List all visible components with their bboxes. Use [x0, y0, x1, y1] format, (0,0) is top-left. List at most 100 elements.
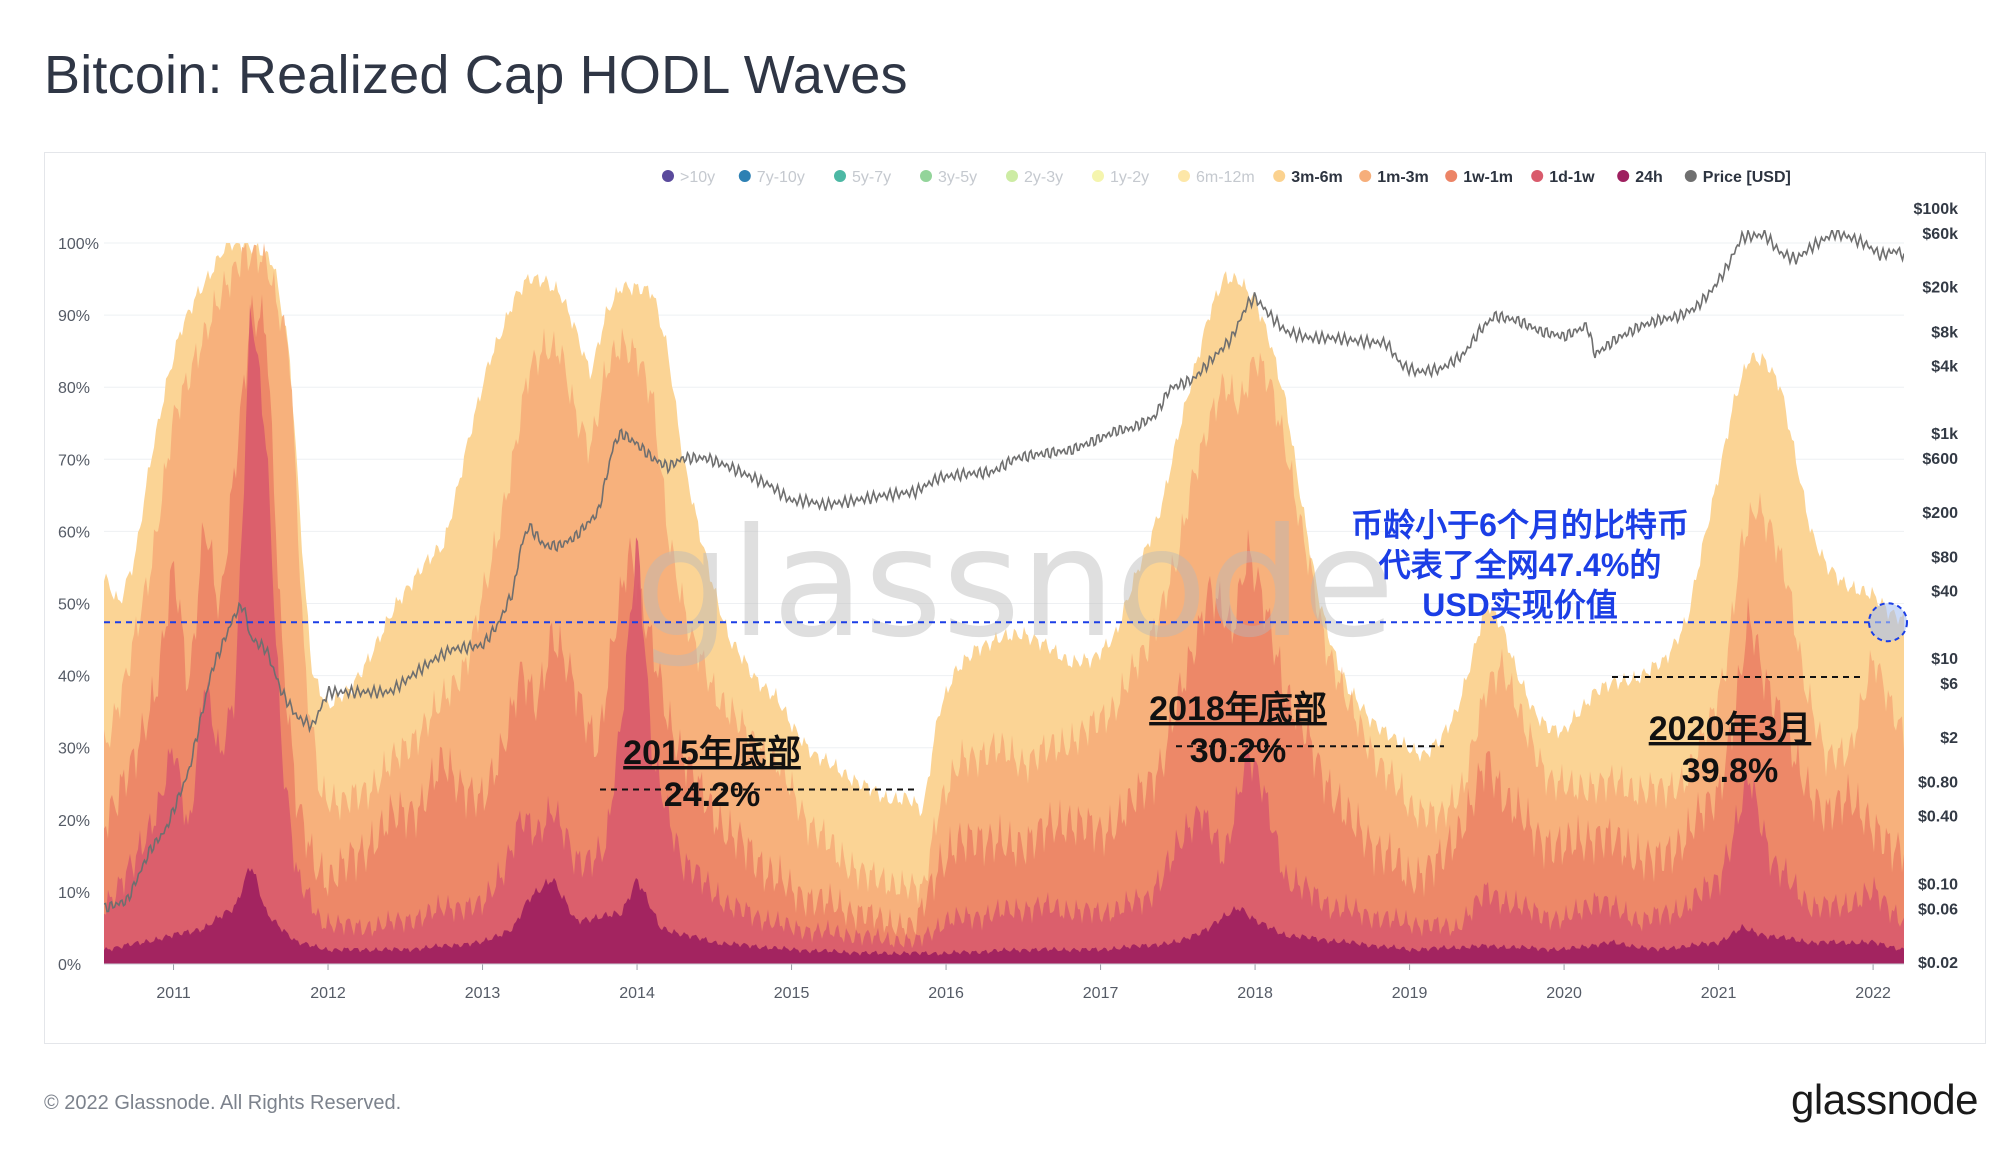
y-left-tick-label: 90% — [58, 308, 90, 325]
legend-item-1m-3m[interactable]: 1m-3m — [1359, 169, 1429, 186]
x-tick-label: 2014 — [619, 985, 655, 1002]
x-tick-label: 2022 — [1855, 985, 1891, 1002]
legend-item-6m-12m[interactable]: 6m-12m — [1178, 169, 1255, 186]
legend-swatch — [920, 170, 932, 182]
y-left-tick-label: 80% — [58, 380, 90, 397]
legend-item-2y-3y[interactable]: 2y-3y — [1006, 169, 1063, 186]
legend-item-1w-1m[interactable]: 1w-1m — [1445, 169, 1513, 186]
y-right-tick-label: $2 — [1940, 730, 1958, 747]
annotations: 2015年底部 24.2% 2018年底部 30.2% 2020年3月 39.8% 币龄小于… — [104, 507, 1908, 814]
legend-label: 1m-3m — [1377, 169, 1429, 186]
legend-item-7y-10y[interactable]: 7y-10y — [738, 169, 805, 186]
legend-swatch — [1531, 170, 1544, 182]
y-right-tick-label: $0.40 — [1918, 809, 1958, 826]
legend-label: 24h — [1635, 169, 1663, 186]
y-right-tick-label: $60k — [1922, 226, 1958, 243]
x-tick-label: 2013 — [465, 985, 501, 1002]
legend-label: 1d-1w — [1549, 169, 1595, 186]
y-right-tick-label: $80 — [1931, 550, 1958, 567]
area-24h — [104, 867, 1904, 964]
legend-item-price-usd-[interactable]: Price [USD] — [1684, 169, 1791, 186]
area-1w-1m — [104, 294, 1904, 964]
y-right-tick-label: $20k — [1922, 280, 1958, 297]
y-left-tick-label: 100% — [58, 236, 99, 253]
annotation-current-line-1: 币龄小于6个月的比特币 — [1351, 507, 1689, 543]
legend-swatch — [1359, 170, 1372, 182]
annotation-current-line-2: 代表了全网47.4%的 — [1378, 547, 1662, 583]
y-left-tick-label: 10% — [58, 885, 90, 902]
y-left-tick-label: 50% — [58, 597, 90, 614]
legend-swatch — [1684, 170, 1697, 182]
area-1d-1w — [104, 304, 1904, 964]
legend-item-3m-6m[interactable]: 3m-6m — [1273, 169, 1343, 186]
annotation-2020-title: 2020年3月 — [1649, 710, 1812, 748]
annotation-2018-title: 2018年底部 — [1149, 690, 1327, 728]
page-title: Bitcoin: Realized Cap HODL Waves — [44, 45, 908, 105]
price-line-group — [104, 230, 1904, 913]
legend-swatch — [1617, 170, 1630, 182]
y-right-tick-label: $200 — [1922, 505, 1958, 522]
annotation-current-marker — [1868, 602, 1908, 643]
legend-label: 1y-2y — [1110, 169, 1149, 186]
annotation-2020-value: 39.8% — [1682, 752, 1778, 790]
y-right-tick-label: $1k — [1931, 426, 1958, 443]
x-tick-label: 2012 — [310, 985, 346, 1002]
y-left-tick-label: 0% — [58, 957, 81, 974]
x-tick-label: 2020 — [1546, 985, 1582, 1002]
legend-swatch — [1178, 170, 1190, 182]
annotation-2015-title: 2015年底部 — [623, 734, 801, 772]
x-tick-label: 2018 — [1237, 985, 1273, 1002]
y-left-tick-label: 70% — [58, 452, 90, 469]
y-right-tick-label: $0.10 — [1918, 876, 1958, 893]
y-right-tick-label: $6 — [1940, 676, 1958, 693]
annotation-2015-value: 24.2% — [664, 776, 760, 814]
legend-label: >10y — [680, 169, 715, 186]
x-tick-label: 2016 — [928, 985, 964, 1002]
x-tick-label: 2015 — [774, 985, 810, 1002]
x-tick-label: 2021 — [1701, 985, 1737, 1002]
legend-item--10y[interactable]: >10y — [662, 169, 715, 186]
y-left-tick-label: 60% — [58, 524, 90, 541]
y-right-tick-label: $40 — [1931, 583, 1958, 600]
y-left-tick-label: 40% — [58, 669, 90, 686]
legend-label: 3y-5y — [938, 169, 977, 186]
legend-label: Price [USD] — [1703, 169, 1791, 186]
legend-swatch — [1273, 170, 1286, 182]
legend-swatch — [738, 170, 751, 182]
copyright-footer: © 2022 Glassnode. All Rights Reserved. — [44, 1092, 402, 1114]
y-right-tick-label: $8k — [1931, 324, 1958, 341]
x-tick-label: 2011 — [156, 985, 191, 1002]
legend-label: 3m-6m — [1291, 169, 1343, 186]
hodl-wave-areas — [104, 243, 1904, 964]
y-right-tick-label: $0.06 — [1918, 901, 1958, 918]
y-right-tick-label: $0.02 — [1918, 955, 1958, 972]
legend-label: 1w-1m — [1463, 169, 1513, 186]
legend-item-5y-7y[interactable]: 5y-7y — [834, 169, 891, 186]
legend-swatch — [1092, 170, 1104, 182]
legend-label: 2y-3y — [1024, 169, 1063, 186]
axes: 0% 10% 20% 30% 40% 50% 60% 70% 80% 90% 100% 2011 201… — [58, 201, 1958, 1002]
legend-swatch — [662, 170, 674, 182]
price-line — [104, 230, 1904, 913]
y-left-tick-label: 20% — [58, 813, 90, 830]
chart-frame — [44, 152, 1986, 1044]
legend-label: 5y-7y — [852, 169, 891, 186]
annotation-2018-value: 30.2% — [1190, 732, 1286, 770]
y-right-tick-label: $100k — [1914, 201, 1959, 218]
brand-logo: glassnode — [1791, 1076, 1978, 1123]
y-right-tick-label: $600 — [1922, 451, 1958, 468]
y-right-tick-label: $10 — [1931, 651, 1958, 668]
annotation-current-line-3: USD实现价值 — [1422, 587, 1618, 623]
legend-swatch — [834, 170, 846, 182]
y-left-tick-label: 30% — [58, 741, 90, 758]
legend-item-24h[interactable]: 24h — [1617, 169, 1663, 186]
legend-item-1d-1w[interactable]: 1d-1w — [1531, 169, 1595, 186]
legend-label: 7y-10y — [757, 169, 805, 186]
y-right-tick-label: $0.80 — [1918, 775, 1958, 792]
legend[interactable]: >10y 7y-10y 5y-7y 3y-5y 2y-3y 1y-2y 6m-12m 3m-6… — [662, 169, 1791, 186]
legend-item-1y-2y[interactable]: 1y-2y — [1092, 169, 1149, 186]
legend-item-3y-5y[interactable]: 3y-5y — [920, 169, 977, 186]
legend-swatch — [1006, 170, 1018, 182]
legend-label: 6m-12m — [1196, 169, 1255, 186]
